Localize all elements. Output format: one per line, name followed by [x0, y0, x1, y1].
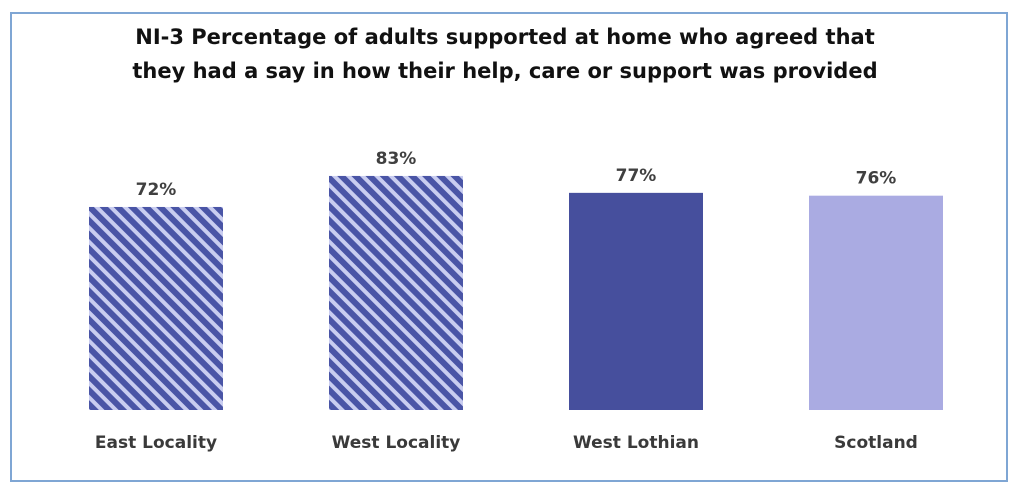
category-label-scotland: Scotland: [834, 433, 918, 453]
data-label-east-locality: 72%: [136, 180, 177, 200]
bar-east-locality: [89, 206, 223, 410]
chart-title: NI-3 Percentage of adults supported at h…: [0, 20, 1010, 88]
bar-chart: 72% East Locality 83% West Locality 77% West …: [89, 149, 943, 453]
category-label-east-locality: East Locality: [95, 433, 217, 453]
data-label-scotland: 76%: [856, 169, 897, 189]
chart-title-line-1: NI-3 Percentage of adults supported at h…: [135, 25, 875, 49]
data-label-west-locality: 83%: [376, 149, 417, 169]
data-label-west-lothian: 77%: [616, 166, 657, 186]
bar-west-lothian: [569, 192, 703, 410]
category-label-west-lothian: West Lothian: [573, 433, 699, 453]
bar-scotland: [809, 195, 943, 410]
chart-title-line-2: they had a say in how their help, care o…: [132, 59, 878, 83]
category-label-west-locality: West Locality: [332, 433, 461, 453]
bar-west-locality: [329, 175, 463, 410]
